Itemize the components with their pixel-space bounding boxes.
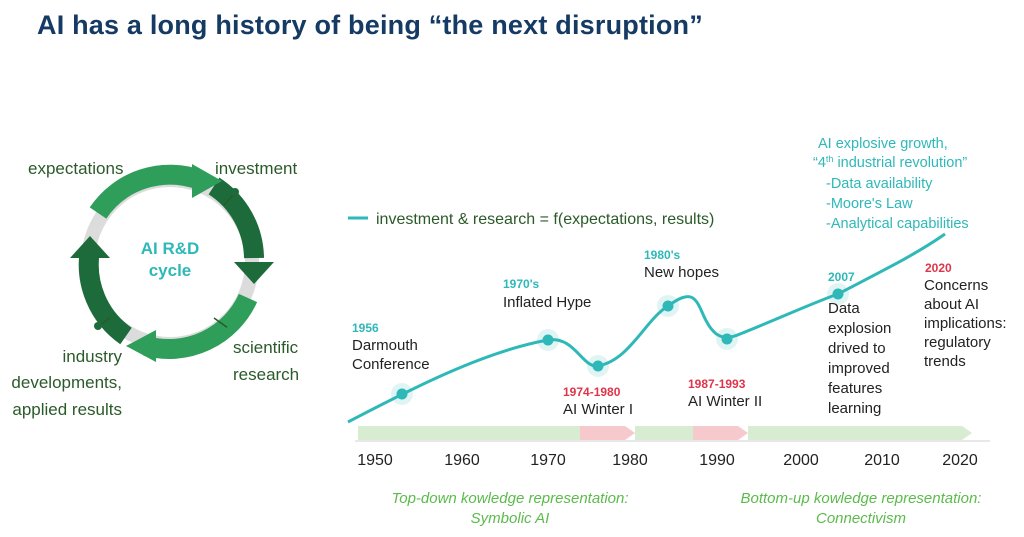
event-text: AI Winter II <box>688 393 762 410</box>
era-bar-green <box>358 426 580 440</box>
connector-dot-icon <box>226 326 234 334</box>
event-text: improved <box>828 360 890 377</box>
event-text: learning <box>828 400 881 417</box>
decade-label: 2010 <box>864 452 900 469</box>
event-year-1980s: 1980's <box>644 248 681 262</box>
growth-item: -Data availability <box>826 176 933 192</box>
decade-label: 2020 <box>942 452 978 469</box>
connector-dot-icon <box>94 322 102 330</box>
era-label-symbolic: Top-down kowledge representation: <box>391 490 628 507</box>
event-text: Conference <box>352 356 430 373</box>
label-scientific-research: scientific research <box>233 338 300 385</box>
event-text: New hopes <box>644 264 719 281</box>
event-year-2020: 2020 <box>925 261 952 275</box>
connector-dot-icon <box>231 188 239 196</box>
label-investment: investment <box>215 159 298 178</box>
era-label-connectivism: Connectivism <box>816 510 906 527</box>
event-text: regulatory <box>924 334 991 351</box>
growth-callout: AI explosive growth, “4th industrial rev… <box>813 136 969 232</box>
legend-text: investment & research = f(expectations, … <box>376 211 714 228</box>
decade-label: 2000 <box>783 452 819 469</box>
page-title: AI has a long history of being “the next… <box>37 10 703 40</box>
event-point-1956 <box>396 388 408 400</box>
event-text: trends <box>924 353 966 370</box>
event-text: Inflated Hype <box>503 294 591 311</box>
label-industry: industry developments, applied results <box>11 347 122 419</box>
arrow-head-icon <box>70 236 110 258</box>
event-text: Data <box>828 300 860 317</box>
arrow-head-icon <box>192 164 222 198</box>
growth-line-2: “4th industrial revolution” <box>813 154 967 171</box>
event-text: drived to <box>828 340 886 357</box>
cycle-arc-research <box>143 293 258 360</box>
decade-label: 1950 <box>357 452 393 469</box>
event-text: features <box>828 380 882 397</box>
era-bar-winter-1 <box>580 426 635 440</box>
decade-label: 1970 <box>530 452 566 469</box>
label-expectations: expectations <box>28 159 124 178</box>
event-point-1974 <box>592 360 604 372</box>
decade-labels: 1950 1960 1970 1980 1990 2000 2010 2020 <box>357 452 978 469</box>
event-text: explosion <box>828 320 891 337</box>
event-text: implications: <box>924 315 1007 332</box>
arrow-head-icon <box>126 330 156 362</box>
event-text: AI Winter I <box>563 401 633 418</box>
decade-label: 1980 <box>612 452 648 469</box>
event-text: Darmouth <box>352 337 418 354</box>
event-point-2007 <box>832 288 844 300</box>
event-year-2007: 2007 <box>828 270 855 284</box>
cycle-arc-expectations <box>89 164 204 219</box>
era-label-symbolic: Symbolic AI <box>471 510 550 527</box>
era-bar-winter-2 <box>693 426 748 440</box>
growth-item: -Moore's Law <box>826 196 913 212</box>
event-text: Concerns <box>924 277 988 294</box>
event-year-1974: 1974-1980 <box>563 385 621 399</box>
growth-line-1: AI explosive growth, <box>818 136 948 152</box>
cycle-arc-investment <box>208 177 264 259</box>
event-point-1970s <box>542 334 554 346</box>
event-year-1987: 1987-1993 <box>688 377 746 391</box>
era-label-connectivism: Bottom-up kowledge representation: <box>741 490 982 507</box>
arrow-head-icon <box>234 262 274 284</box>
era-bar-green <box>635 426 693 440</box>
decade-label: 1960 <box>444 452 480 469</box>
era-bar-green <box>748 426 972 440</box>
cycle-center-label: AI R&D cycle <box>140 239 200 281</box>
cycle-arc-industry <box>78 248 132 345</box>
event-year-1970s: 1970's <box>503 277 540 291</box>
event-point-1987 <box>721 333 733 345</box>
decade-label: 1990 <box>699 452 735 469</box>
event-year-1956: 1956 <box>352 321 379 335</box>
event-text: about AI <box>924 296 979 313</box>
growth-item: -Analytical capabilities <box>826 216 969 232</box>
event-point-1980s <box>662 300 674 312</box>
